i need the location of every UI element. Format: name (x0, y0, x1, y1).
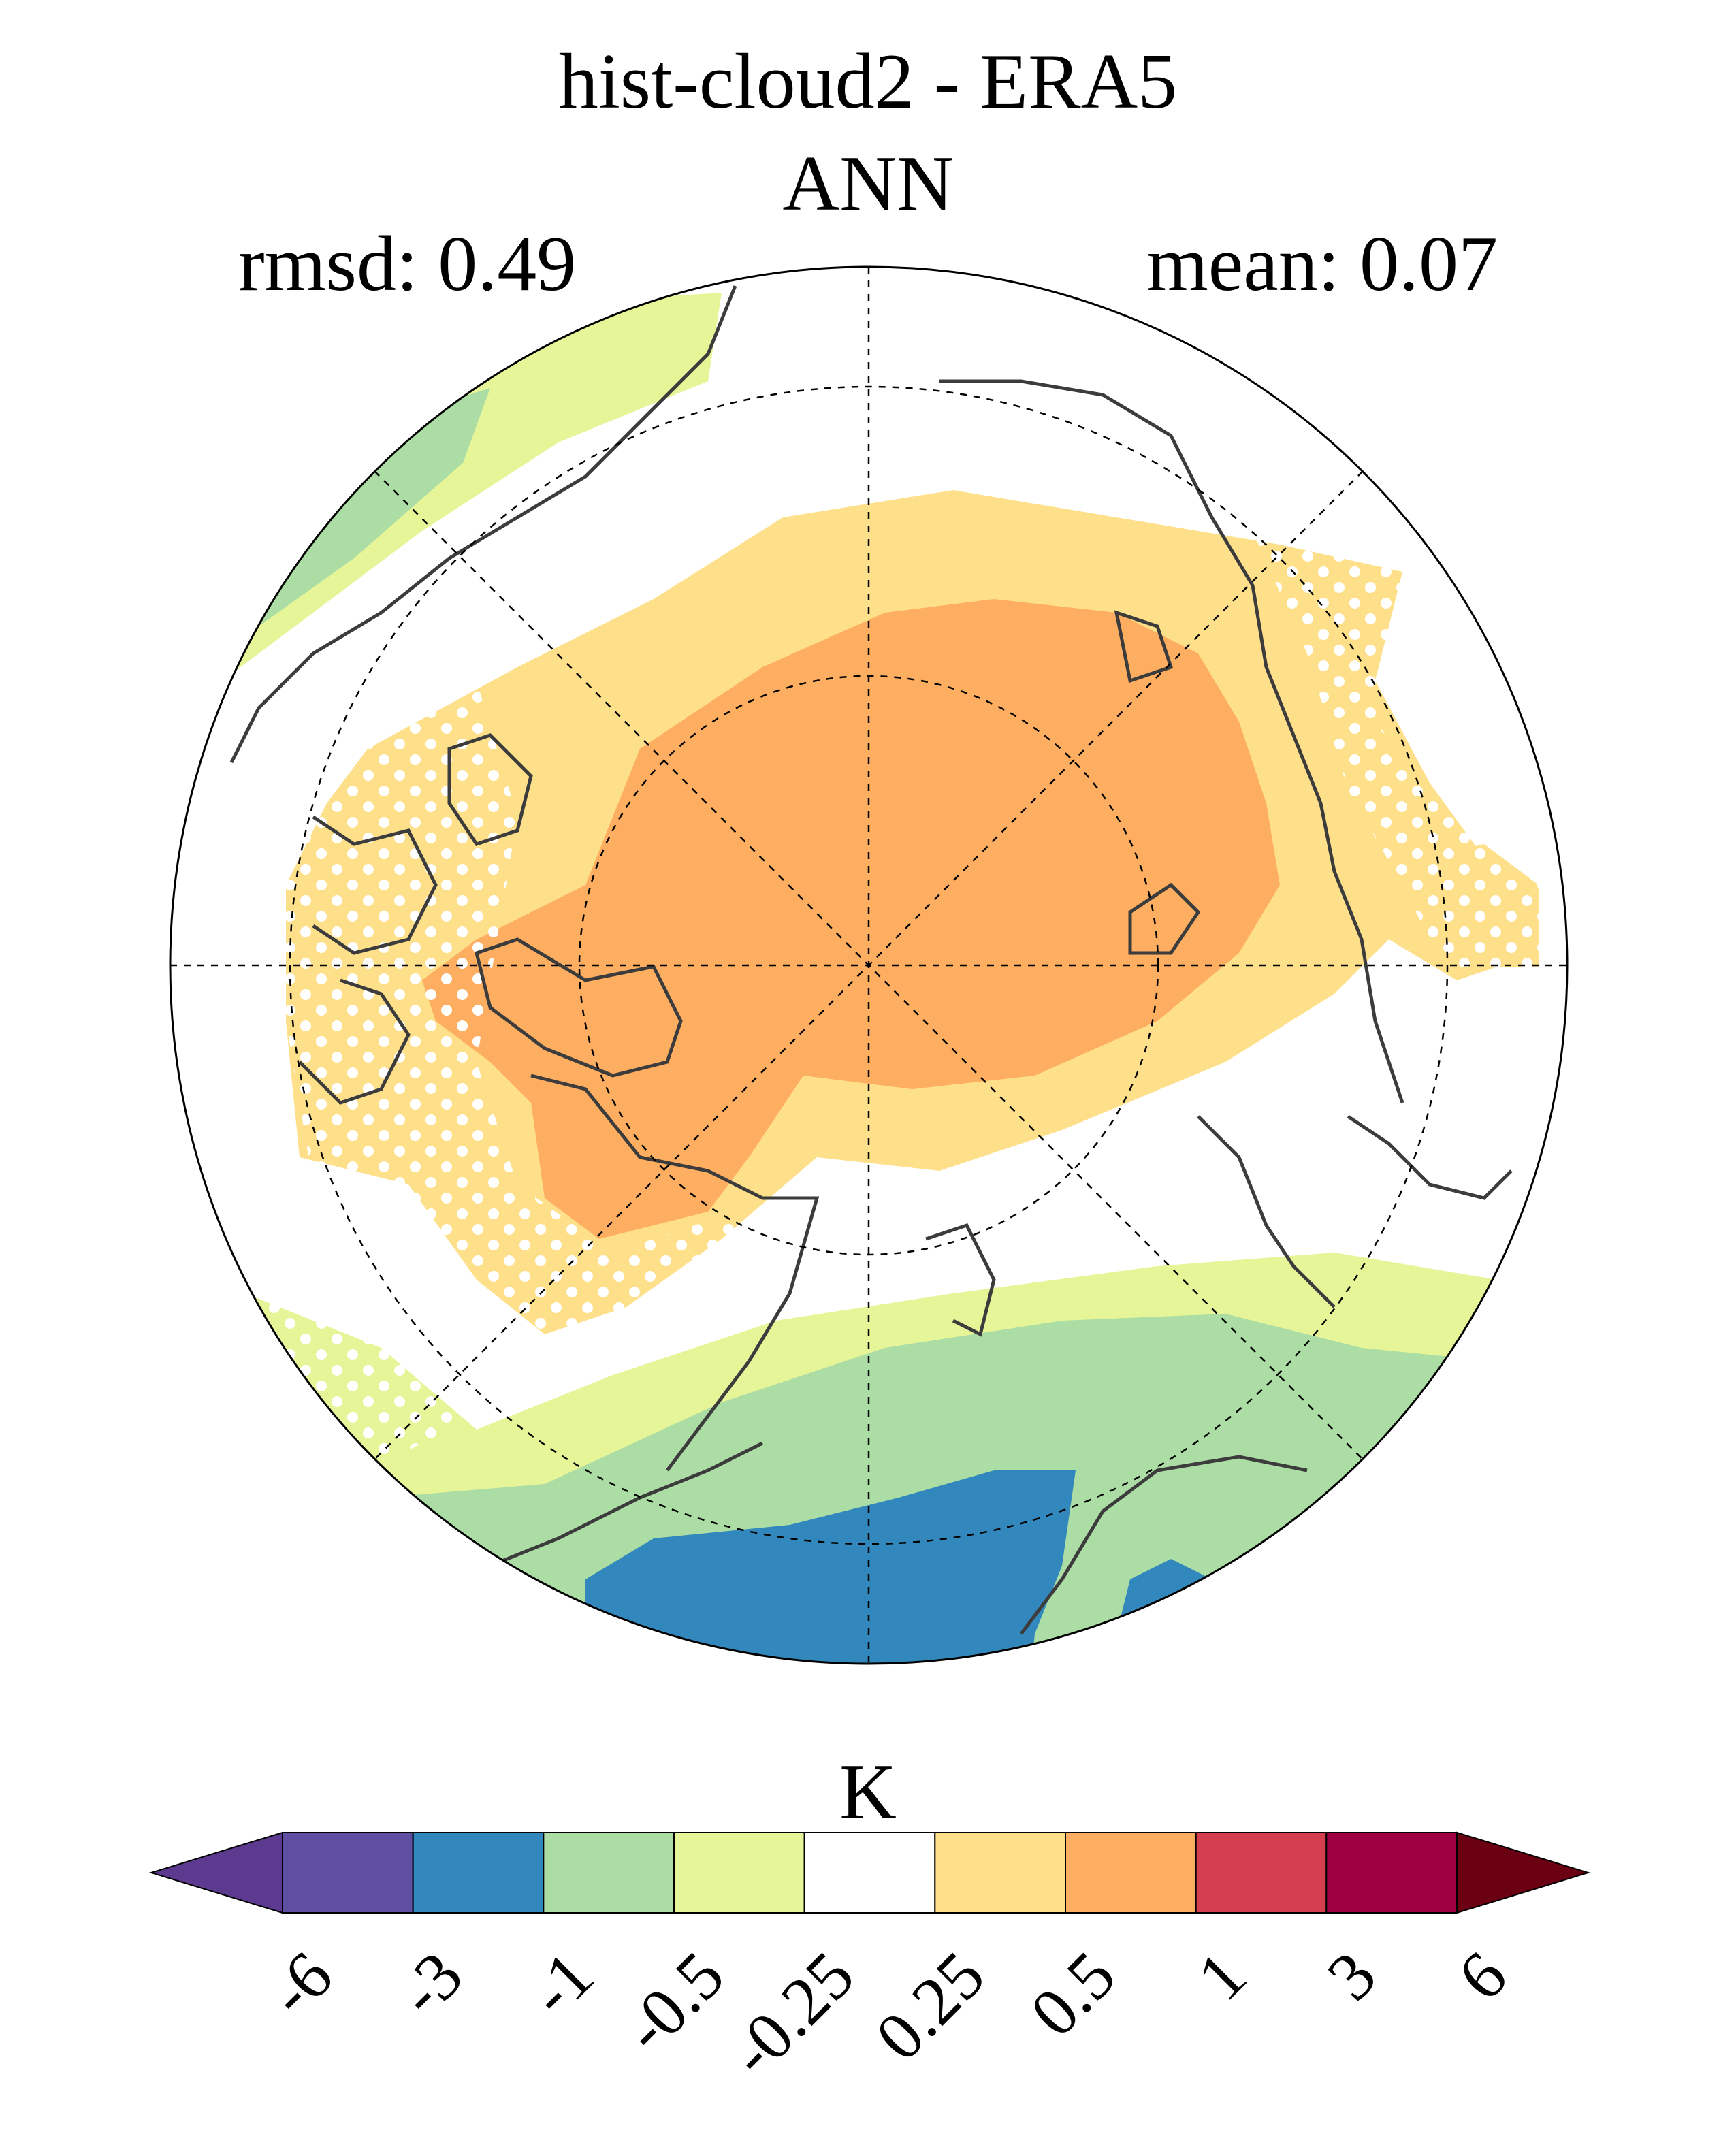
colorbar-box (934, 1832, 1067, 1914)
colorbar-box (1065, 1832, 1197, 1914)
map-title: hist-cloud2 - ERA5 (558, 38, 1178, 125)
colorbar-extend-high (1456, 1831, 1591, 1914)
colorbar-box (1325, 1832, 1458, 1914)
colorbar-box (282, 1832, 414, 1914)
colorbar-box (673, 1832, 805, 1914)
anomaly-blue-south (585, 1470, 1076, 1664)
map-boundary (169, 265, 1569, 1665)
significance-stippling-west (286, 681, 762, 1361)
colorbar-box (412, 1832, 545, 1914)
colorbar-box (543, 1832, 675, 1914)
colorbar-units: K (839, 1749, 897, 1836)
rmsd-label: rmsd: 0.49 (238, 221, 577, 308)
anomaly-orange-lobe-east (1225, 803, 1273, 878)
colorbar-box (803, 1832, 936, 1914)
anomaly-orange-core (422, 599, 1280, 1239)
significance-stippling-east (1253, 517, 1539, 967)
graticule (170, 267, 1567, 1664)
map-subtitle: ANN (782, 140, 954, 227)
colorbar-extend-low (148, 1831, 283, 1914)
colorbar-box (1195, 1832, 1328, 1914)
mean-label: mean: 0.07 (1146, 221, 1498, 308)
